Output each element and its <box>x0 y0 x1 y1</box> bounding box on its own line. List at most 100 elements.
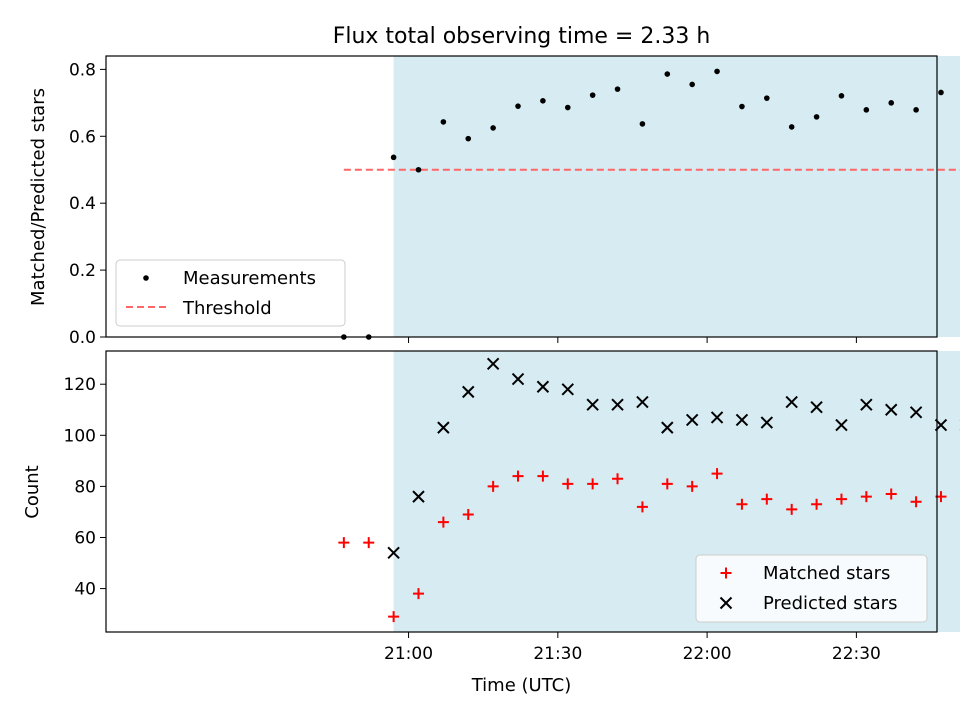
y-tick-label: 0.0 <box>69 328 96 348</box>
measurement-point <box>938 89 944 96</box>
predicted-star-marker <box>760 416 774 429</box>
predicted-star-marker <box>860 398 873 411</box>
top-y-axis: 0.0 0.2 0.4 0.6 0.8 <box>69 60 106 348</box>
predicted-star-marker <box>785 395 798 409</box>
measurement-point <box>813 114 820 120</box>
top-legend-box <box>115 259 346 327</box>
measurement-point <box>739 103 745 110</box>
predicted-star-marker <box>661 421 674 434</box>
legend-predicted-marker <box>719 596 733 610</box>
matched-star-marker <box>612 473 624 485</box>
measurement-point <box>515 103 521 109</box>
bottom-y-axis: 40 60 80 100 120 <box>64 375 106 600</box>
predicted-star-marker <box>685 413 699 427</box>
measurement-point <box>614 86 621 92</box>
matched-star-marker <box>388 611 400 623</box>
y-tick-label: 0.8 <box>69 60 96 80</box>
measurement-point <box>490 125 496 131</box>
matched-star-marker <box>636 501 648 513</box>
measurement-point <box>888 100 895 106</box>
measurement-point <box>415 166 422 173</box>
y-tick-label: 0.2 <box>69 261 96 281</box>
matched-star-marker <box>661 478 673 490</box>
predicted-star-marker <box>810 400 823 414</box>
predicted-star-marker <box>835 418 848 432</box>
top-x-ticks <box>408 337 857 343</box>
x-tick-label: 22:00 <box>683 644 732 664</box>
y-tick-label: 80 <box>74 477 96 497</box>
top-legend: Measurements Threshold <box>115 259 346 327</box>
y-tick-label: 60 <box>74 528 96 548</box>
measurement-point <box>838 93 845 99</box>
y-tick-label: 120 <box>64 375 96 395</box>
top-observing-span <box>393 56 960 337</box>
bottom-legend: Matched stars Predicted stars <box>695 554 928 623</box>
top-plot-frame <box>105 55 938 338</box>
legend-matched-marker <box>720 567 732 579</box>
measurement-point <box>913 107 919 113</box>
predicted-star-marker <box>511 372 525 386</box>
figure-title: Flux total observing time = 2.33 h <box>333 24 711 49</box>
matched-star-marker <box>761 493 773 505</box>
x-axis-label: Time (UTC) <box>471 675 572 696</box>
measurement-point <box>639 121 646 127</box>
predicted-star-marker <box>611 398 624 411</box>
matched-star-marker <box>462 508 474 520</box>
predicted-stars-points <box>387 357 960 560</box>
measurement-point <box>788 124 795 130</box>
x-tick-label: 21:00 <box>384 644 433 664</box>
matched-star-marker <box>562 478 574 490</box>
bottom-plot-frame <box>105 350 938 633</box>
predicted-star-marker <box>412 490 425 503</box>
bottom-y-axis-label: Count <box>22 465 43 518</box>
matched-star-marker <box>338 537 350 549</box>
predicted-star-marker <box>735 413 749 427</box>
measurement-point <box>689 81 695 88</box>
legend-measurement-marker <box>143 275 149 281</box>
matched-star-marker <box>860 491 872 503</box>
x-tick-label: 21:30 <box>533 644 582 664</box>
matched-star-marker <box>711 468 723 480</box>
matched-star-marker <box>835 493 847 505</box>
bottom-legend-box <box>695 554 928 623</box>
matched-star-marker <box>736 498 748 510</box>
y-tick-label: 100 <box>64 426 96 446</box>
measurement-points <box>341 68 944 340</box>
measurement-point <box>764 95 770 101</box>
matched-star-marker <box>686 480 698 492</box>
matched-star-marker <box>412 588 424 600</box>
predicted-star-marker <box>909 406 923 419</box>
matched-star-marker <box>512 470 524 482</box>
legend-predicted-label: Predicted stars <box>763 593 897 614</box>
measurement-point <box>440 119 447 125</box>
measurement-point <box>564 104 571 111</box>
predicted-star-marker <box>462 385 475 399</box>
predicted-star-marker <box>486 357 500 370</box>
predicted-star-marker <box>885 403 898 416</box>
matched-star-marker <box>363 537 375 549</box>
y-tick-label: 0.6 <box>69 127 96 147</box>
predicted-star-marker <box>586 398 599 411</box>
legend-matched-label: Matched stars <box>763 563 890 584</box>
measurement-point <box>664 71 671 77</box>
x-tick-label: 22:30 <box>832 644 881 664</box>
measurement-point <box>714 68 720 75</box>
predicted-star-marker <box>636 395 649 409</box>
matched-star-marker <box>537 470 549 482</box>
measurement-point <box>863 107 870 113</box>
predicted-star-marker <box>536 380 550 393</box>
matched-star-marker <box>487 480 499 492</box>
matched-star-marker <box>786 503 798 515</box>
predicted-star-marker <box>437 421 450 434</box>
measurement-point <box>589 92 596 98</box>
top-y-axis-label: Matched/Predicted stars <box>28 88 49 306</box>
y-tick-label: 0.4 <box>69 194 96 214</box>
predicted-star-marker <box>561 383 574 396</box>
matched-star-marker <box>587 478 599 490</box>
predicted-star-marker <box>710 411 724 424</box>
matched-star-marker <box>885 488 897 500</box>
top-panel: 0.00.20.40.60.8 Matched/Predicted stars … <box>28 55 960 348</box>
